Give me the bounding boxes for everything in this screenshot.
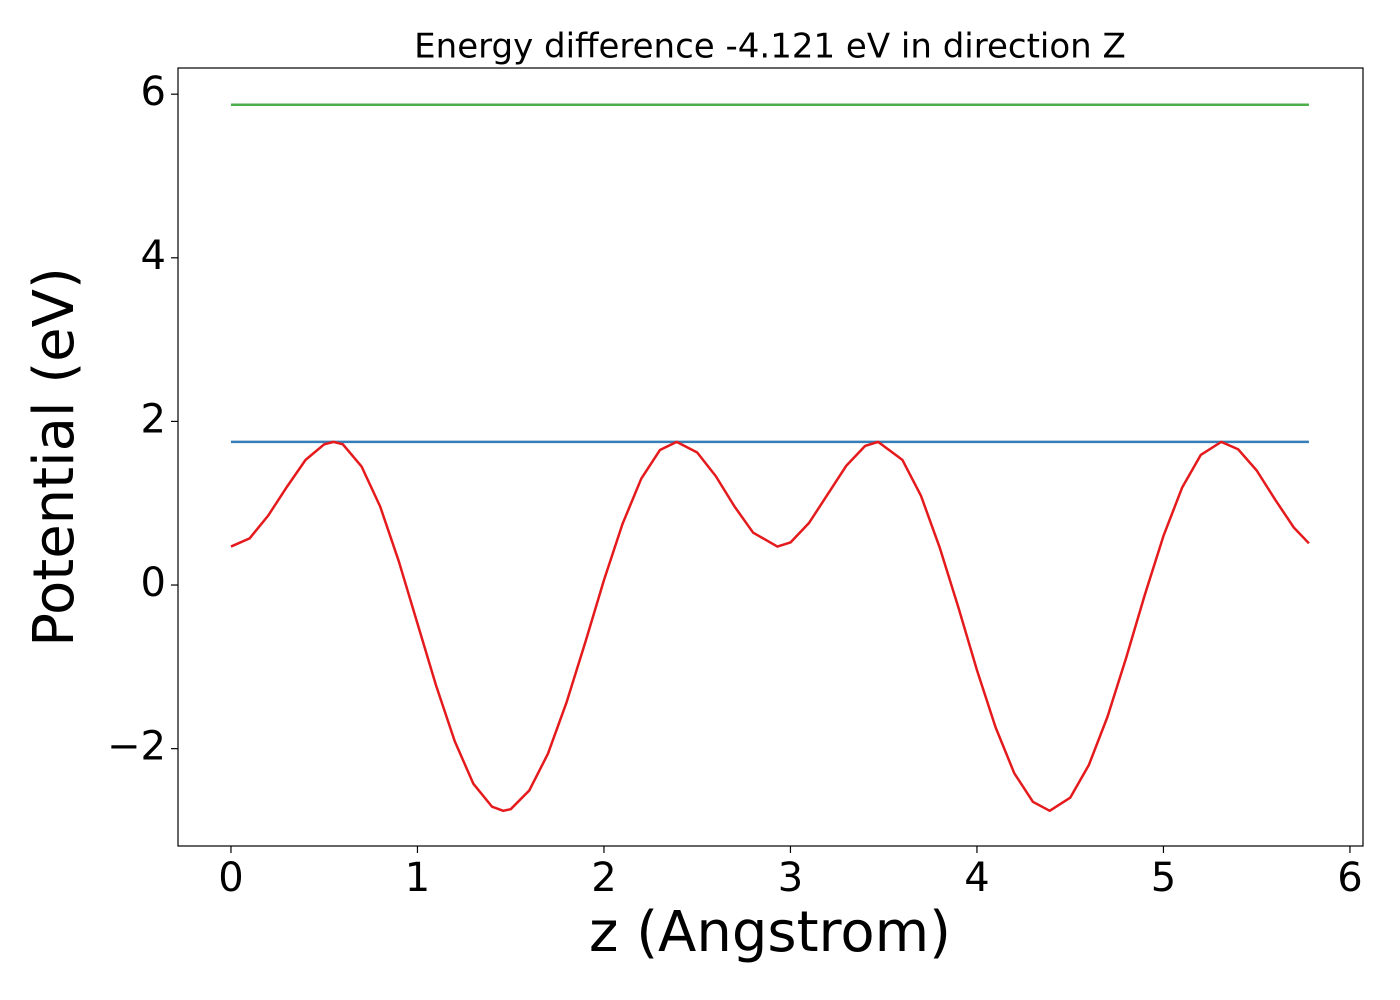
x-tick-label: 0 bbox=[218, 855, 243, 901]
x-tick-label: 6 bbox=[1337, 855, 1362, 901]
x-tick-label: 3 bbox=[778, 855, 803, 901]
y-tick-label: 6 bbox=[141, 69, 166, 115]
y-tick-label: −2 bbox=[107, 724, 166, 770]
plot-frame bbox=[177, 67, 1364, 847]
x-axis-label: z (Angstrom) bbox=[589, 900, 951, 965]
data-line bbox=[230, 440, 1310, 813]
y-tick-label: 2 bbox=[141, 396, 166, 442]
x-tick-label: 4 bbox=[964, 855, 989, 901]
x-tick-label: 5 bbox=[1151, 855, 1176, 901]
x-tick-label: 1 bbox=[405, 855, 430, 901]
chart-title: Energy difference -4.121 eV in direction… bbox=[414, 27, 1126, 67]
y-tick-label: 0 bbox=[141, 560, 166, 606]
y-axis-label: Potential (eV) bbox=[22, 267, 87, 647]
x-tick-label: 2 bbox=[591, 855, 616, 901]
y-tick-label: 4 bbox=[141, 233, 166, 279]
